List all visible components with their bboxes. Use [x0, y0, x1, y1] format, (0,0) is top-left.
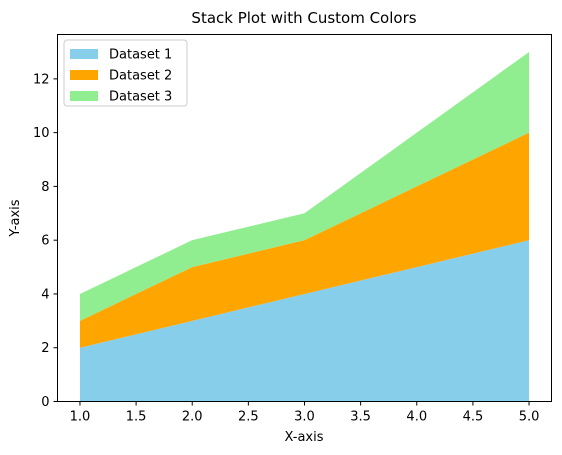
y-tick-label: 0: [41, 395, 49, 410]
y-tick-label: 2: [41, 341, 49, 356]
y-axis-ticks: 0 2 4 6 8 10 12: [33, 72, 58, 410]
y-tick-label: 12: [33, 72, 50, 87]
legend-label: Dataset 1: [109, 48, 172, 63]
area-series-1: [79, 240, 530, 402]
legend-label: Dataset 3: [109, 90, 172, 105]
x-tick-label: 1.0: [70, 410, 91, 425]
y-tick-label: 6: [41, 234, 49, 249]
x-tick-label: 2.5: [238, 410, 259, 425]
stack-areas: [79, 51, 530, 402]
y-tick-label: 8: [41, 180, 49, 195]
x-tick-label: 5.0: [519, 410, 540, 425]
legend-label: Dataset 2: [109, 69, 172, 84]
x-axis-ticks: 1.0 1.5 2.0 2.5 3.0 3.5 4.0 4.5 5.0: [70, 401, 540, 425]
legend-swatch: [70, 91, 98, 101]
x-tick-label: 1.5: [126, 410, 147, 425]
y-axis-label: Y-axis: [8, 199, 23, 237]
x-tick-label: 3.0: [294, 410, 315, 425]
y-tick-label: 10: [33, 126, 50, 141]
plot-frame: [57, 34, 552, 402]
legend-swatch: [70, 49, 98, 59]
area-series-2: [79, 132, 530, 348]
legend-swatch: [70, 70, 98, 80]
chart-legend: Dataset 1 Dataset 2 Dataset 3: [63, 39, 188, 107]
x-tick-label: 4.5: [463, 410, 484, 425]
x-tick-label: 4.0: [406, 410, 427, 425]
x-axis-label: X-axis: [285, 430, 324, 445]
x-tick-label: 3.5: [350, 410, 371, 425]
area-series-3: [79, 51, 530, 321]
chart-title: Stack Plot with Custom Colors: [191, 9, 416, 27]
x-tick-label: 2.0: [182, 410, 203, 425]
y-tick-label: 4: [41, 287, 49, 302]
